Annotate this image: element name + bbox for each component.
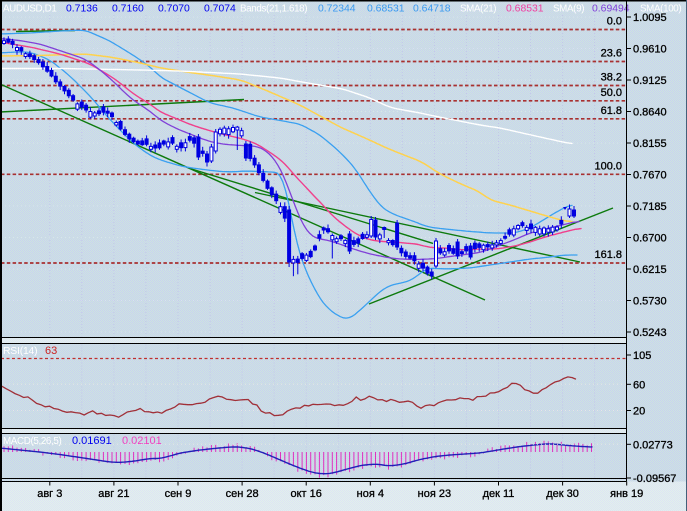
svg-text:ноя 23: ноя 23 — [418, 488, 451, 500]
svg-text:0.7185: 0.7185 — [633, 201, 667, 213]
svg-text:38.2: 38.2 — [601, 72, 622, 84]
svg-text:0.6215: 0.6215 — [633, 264, 667, 276]
svg-text:MACD(5,26,5): MACD(5,26,5) — [3, 436, 61, 447]
svg-text:0.6700: 0.6700 — [633, 233, 667, 245]
svg-text:63: 63 — [45, 345, 57, 357]
svg-text:0.64718: 0.64718 — [413, 4, 451, 15]
svg-text:сен 28: сен 28 — [226, 488, 259, 500]
svg-text:SMA(21): SMA(21) — [460, 4, 496, 15]
svg-text:0.7136: 0.7136 — [66, 4, 98, 15]
svg-text:сен 9: сен 9 — [165, 488, 192, 500]
svg-text:23.6: 23.6 — [601, 48, 622, 60]
svg-text:0.68531: 0.68531 — [506, 4, 544, 15]
svg-text:дек 11: дек 11 — [483, 488, 515, 500]
svg-text:авг 21: авг 21 — [98, 488, 129, 500]
svg-text:0.02773: 0.02773 — [633, 439, 673, 451]
svg-text:161.8: 161.8 — [594, 249, 622, 261]
svg-text:61.8: 61.8 — [601, 105, 622, 117]
svg-text:окт 16: окт 16 — [291, 488, 322, 500]
svg-text:0.7670: 0.7670 — [633, 170, 667, 182]
svg-text:20: 20 — [633, 406, 645, 418]
svg-text:0.8640: 0.8640 — [633, 107, 667, 119]
svg-text:60: 60 — [633, 379, 645, 391]
svg-text:1.0095: 1.0095 — [633, 12, 667, 24]
svg-text:0.9125: 0.9125 — [633, 75, 667, 87]
svg-text:0.02101: 0.02101 — [122, 435, 162, 447]
svg-text:авг 3: авг 3 — [37, 488, 62, 500]
svg-text:0.69494: 0.69494 — [592, 4, 630, 15]
svg-text:0.72344: 0.72344 — [318, 4, 356, 15]
svg-text:0.8155: 0.8155 — [633, 138, 667, 150]
svg-text:-0.09567: -0.09567 — [633, 473, 676, 485]
svg-text:дек 30: дек 30 — [546, 488, 579, 500]
svg-text:100.0: 100.0 — [594, 160, 622, 172]
svg-text:105: 105 — [633, 350, 651, 362]
svg-text:0.7074: 0.7074 — [204, 4, 236, 15]
svg-text:0.5243: 0.5243 — [633, 327, 667, 339]
svg-text:50.0: 50.0 — [601, 87, 622, 99]
svg-text:0.01691: 0.01691 — [72, 435, 112, 447]
svg-text:RSI(14): RSI(14) — [3, 346, 37, 357]
svg-text:0.7070: 0.7070 — [158, 4, 190, 15]
svg-text:0.68531: 0.68531 — [367, 4, 405, 15]
svg-text:0.9610: 0.9610 — [633, 44, 667, 56]
svg-text:SMA(100): SMA(100) — [640, 4, 681, 15]
svg-text:0.7160: 0.7160 — [112, 4, 144, 15]
svg-text:Bands(21,1.618): Bands(21,1.618) — [240, 4, 307, 15]
svg-text:0.0: 0.0 — [607, 16, 622, 28]
svg-text:SMA(9): SMA(9) — [553, 4, 584, 15]
svg-text:ноя 4: ноя 4 — [357, 488, 384, 500]
svg-text:AUDUSD,D1: AUDUSD,D1 — [3, 4, 56, 15]
svg-text:янв 19: янв 19 — [610, 488, 643, 500]
svg-text:0.5730: 0.5730 — [633, 296, 667, 308]
